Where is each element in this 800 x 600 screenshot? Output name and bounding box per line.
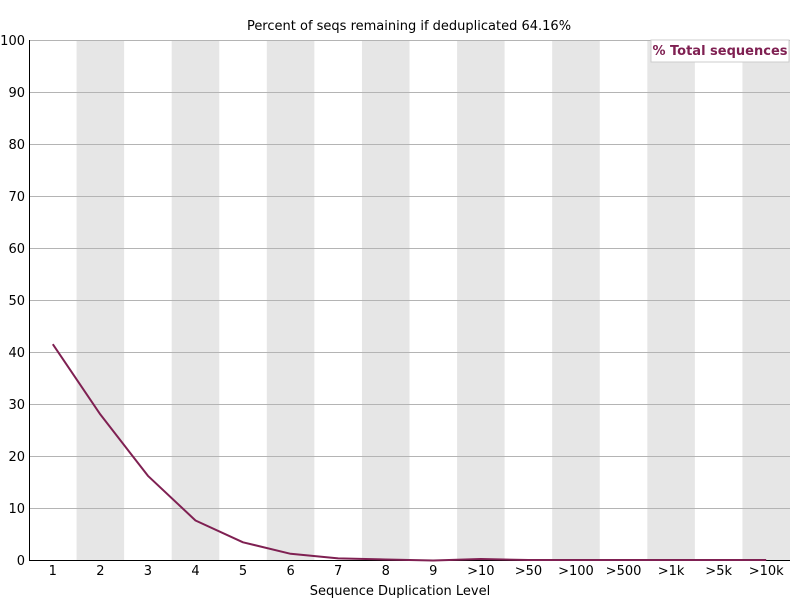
x-tick-label: 4 [191, 564, 199, 579]
chart-title: Percent of seqs remaining if deduplicate… [247, 19, 571, 34]
x-tick-label: 1 [49, 564, 57, 579]
series-line-total-sequences [51, 343, 767, 562]
x-tick-label: >100 [558, 564, 594, 579]
y-tick-label: 90 [8, 86, 25, 101]
y-tick-label: 30 [8, 398, 25, 413]
y-tick-labels: 0 10 20 30 40 50 60 70 80 90 100 [0, 34, 25, 569]
x-tick-label: 9 [429, 564, 437, 579]
y-tick-label: 80 [8, 138, 25, 153]
series-lines [51, 343, 767, 562]
legend-box [650, 39, 790, 63]
x-tick-label: >500 [606, 564, 642, 579]
y-tick-label: 70 [8, 190, 25, 205]
x-tick-label: >1k [658, 564, 685, 579]
x-tick-labels: 1 2 3 4 5 6 7 8 9 >10 >50 >100 >500 >1k >5k >10k [49, 564, 785, 579]
x-tick-label: 8 [382, 564, 390, 579]
x-tick-label: 6 [286, 564, 294, 579]
gridlines [29, 40, 790, 509]
x-tick-label: >10 [467, 564, 494, 579]
legend: % Total sequences [650, 39, 790, 63]
x-tick-label: >10k [749, 564, 784, 579]
y-tick-label: 0 [17, 554, 25, 569]
y-tick-label: 10 [8, 502, 25, 517]
legend-entry-total-sequences: % Total sequences [652, 44, 787, 59]
x-tick-label: 3 [144, 564, 152, 579]
y-tick-label: 60 [8, 242, 25, 257]
x-tick-label: 2 [96, 564, 104, 579]
y-tick-label: 50 [8, 294, 25, 309]
x-tick-label: >50 [515, 564, 542, 579]
y-tick-label: 100 [0, 34, 25, 49]
x-tick-label: >5k [705, 564, 732, 579]
x-tick-label: 5 [239, 564, 247, 579]
x-axis-label: Sequence Duplication Level [310, 584, 490, 599]
y-tick-label: 20 [8, 450, 25, 465]
x-tick-label: 7 [334, 564, 342, 579]
y-tick-label: 40 [8, 346, 25, 361]
